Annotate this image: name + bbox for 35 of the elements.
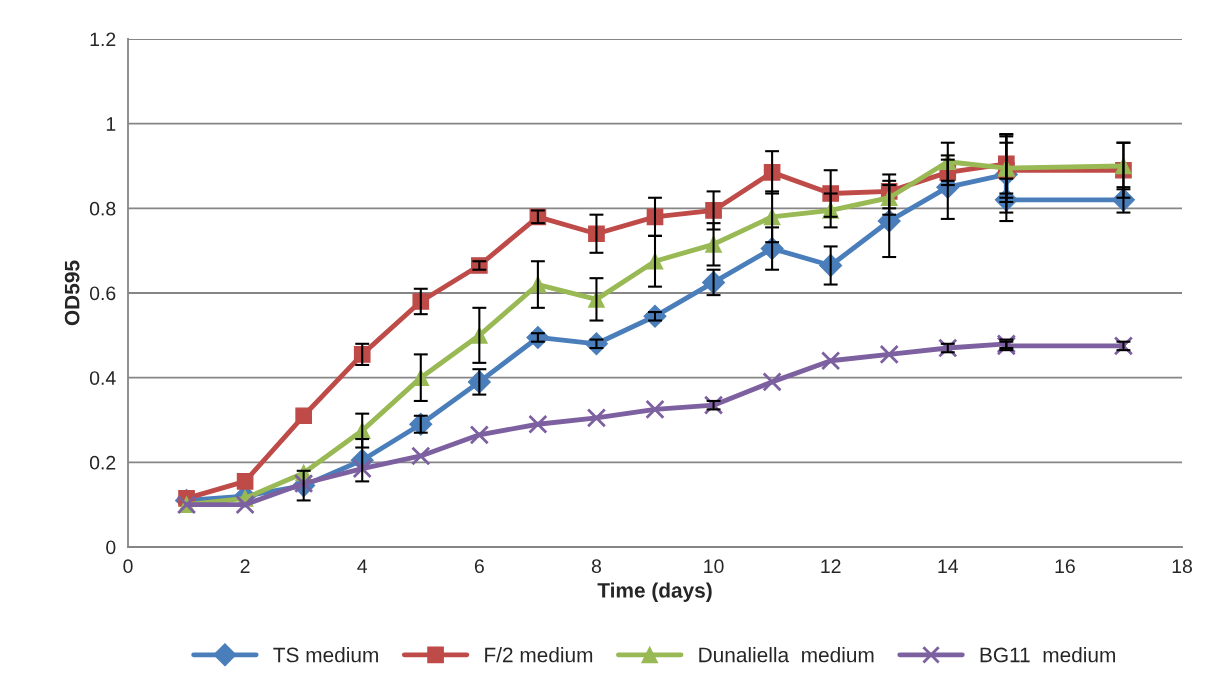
- y-tick-label: 1.2: [90, 32, 116, 47]
- y-tick-label: 0.2: [89, 455, 116, 470]
- x-tick-label: 16: [1055, 559, 1075, 574]
- point: [411, 446, 431, 466]
- x-tick-label: 18: [1172, 559, 1192, 574]
- legend-label: BG11 medium: [980, 647, 1115, 663]
- point: [645, 399, 665, 420]
- y-tick-label: 0.4: [89, 371, 116, 385]
- y-tick-label: 0.8: [89, 201, 116, 216]
- point: [235, 494, 255, 515]
- point: [236, 473, 254, 490]
- legend-label: TS medium: [273, 647, 378, 663]
- legend-label: Dunaliella medium: [699, 647, 874, 663]
- point: [820, 351, 841, 371]
- point: [295, 407, 313, 425]
- point: [879, 344, 899, 365]
- point: [586, 408, 607, 428]
- x-tick-label: 8: [591, 559, 602, 574]
- x-tick-label: 14: [938, 559, 959, 573]
- y-axis-title: OD595: [64, 260, 80, 326]
- x-tick-label: 4: [357, 559, 368, 573]
- point: [469, 425, 490, 445]
- x-axis-title: Time (days): [597, 582, 712, 602]
- y-tick-label: 1: [106, 117, 116, 131]
- y-tick-label: 0.6: [89, 286, 116, 301]
- x-tick-label: 0: [123, 559, 133, 574]
- legend-label: F/2 medium: [485, 647, 593, 663]
- point: [528, 414, 548, 434]
- y-tick-label: 0: [106, 540, 116, 555]
- x-tick-label: 6: [474, 559, 484, 574]
- x-tick-label: 10: [704, 559, 724, 574]
- point: [352, 458, 372, 479]
- point: [762, 372, 782, 392]
- x-tick-label: 12: [821, 559, 841, 573]
- x-tick-label: 2: [240, 559, 250, 573]
